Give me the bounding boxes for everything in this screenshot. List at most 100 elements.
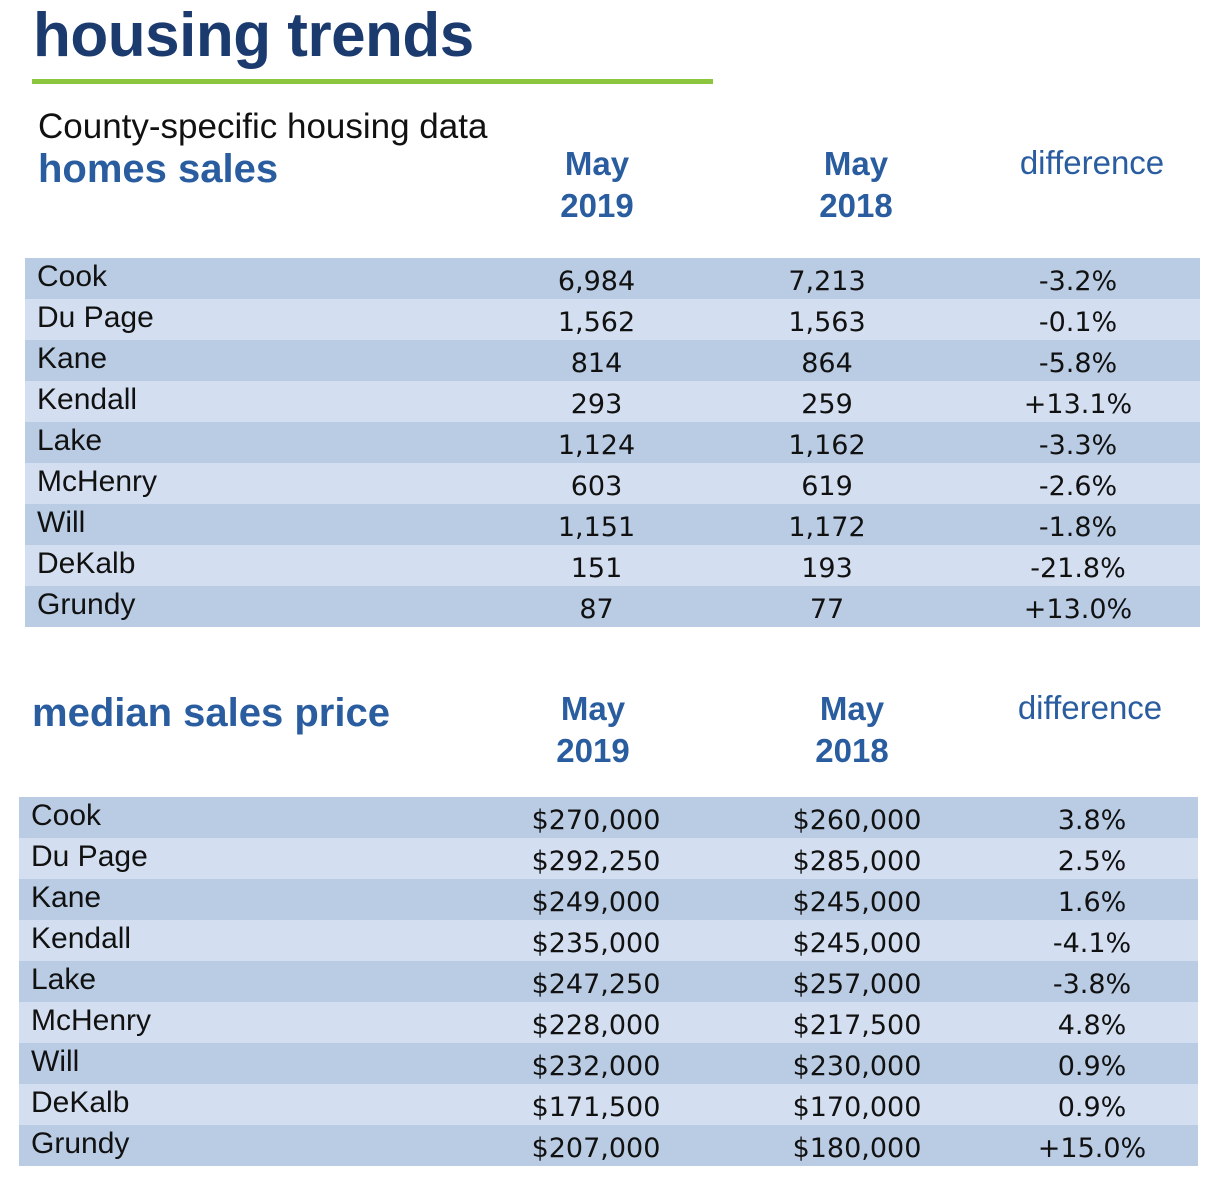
sales-table-row: Kendall 293 259 +13.1% <box>25 381 1200 422</box>
value-2018: 1,162 <box>698 422 956 463</box>
county-name: McHenry <box>25 463 495 504</box>
price-section-title: median sales price <box>32 691 390 735</box>
county-name: Kendall <box>25 381 495 422</box>
price-col-2018-year: 2018 <box>815 732 889 769</box>
value-2018: $245,000 <box>728 920 986 961</box>
difference-value: -0.1% <box>956 299 1200 340</box>
sales-section-title: homes sales <box>38 147 279 191</box>
median-price-table: Cook $270,000 $260,000 3.8% Du Page $292,250 $… <box>19 797 1198 1166</box>
sales-col-2018-year: 2018 <box>819 187 893 224</box>
price-col-2018-month: May <box>819 690 885 727</box>
value-2018: $260,000 <box>728 797 986 838</box>
value-2018: $170,000 <box>728 1084 986 1125</box>
county-name: Kendall <box>19 920 464 961</box>
price-col-2019-year: 2019 <box>556 732 630 769</box>
value-2019: 814 <box>495 340 698 381</box>
county-name: Grundy <box>19 1125 464 1166</box>
price-table-row: Du Page $292,250 $285,000 2.5% <box>19 838 1198 879</box>
page-title: housing trends <box>33 1 474 70</box>
county-name: Will <box>25 504 495 545</box>
county-name: Lake <box>25 422 495 463</box>
price-col-2019-month: May <box>560 690 626 727</box>
difference-value: 1.6% <box>986 879 1198 920</box>
difference-value: -4.1% <box>986 920 1198 961</box>
sales-col-2018-header: May 2018 <box>756 143 956 227</box>
difference-value: -5.8% <box>956 340 1200 381</box>
county-name: Cook <box>19 797 464 838</box>
difference-value: -3.8% <box>986 961 1198 1002</box>
value-2019: $292,250 <box>464 838 728 879</box>
value-2018: 77 <box>698 586 956 627</box>
difference-value: 3.8% <box>986 797 1198 838</box>
price-table-row: Lake $247,250 $257,000 -3.8% <box>19 961 1198 1002</box>
value-2019: $249,000 <box>464 879 728 920</box>
county-name: DeKalb <box>19 1084 464 1125</box>
value-2019: 1,151 <box>495 504 698 545</box>
value-2018: 864 <box>698 340 956 381</box>
value-2018: $180,000 <box>728 1125 986 1166</box>
county-name: Du Page <box>19 838 464 879</box>
value-2018: 1,563 <box>698 299 956 340</box>
value-2019: $207,000 <box>464 1125 728 1166</box>
price-table-row: Will $232,000 $230,000 0.9% <box>19 1043 1198 1084</box>
sales-table-row: Grundy 87 77 +13.0% <box>25 586 1200 627</box>
price-col-2018-header: May 2018 <box>752 688 952 772</box>
sales-table-row: Cook 6,984 7,213 -3.2% <box>25 258 1200 299</box>
value-2018: $230,000 <box>728 1043 986 1084</box>
difference-value: -3.3% <box>956 422 1200 463</box>
value-2018: 1,172 <box>698 504 956 545</box>
title-underline <box>32 79 713 84</box>
county-name: Kane <box>25 340 495 381</box>
price-table-row: Cook $270,000 $260,000 3.8% <box>19 797 1198 838</box>
county-name: Lake <box>19 961 464 1002</box>
value-2019: 6,984 <box>495 258 698 299</box>
sales-table-row: Du Page 1,562 1,563 -0.1% <box>25 299 1200 340</box>
county-name: McHenry <box>19 1002 464 1043</box>
value-2019: 1,562 <box>495 299 698 340</box>
county-name: DeKalb <box>25 545 495 586</box>
difference-value: 4.8% <box>986 1002 1198 1043</box>
county-name: Cook <box>25 258 495 299</box>
value-2019: 87 <box>495 586 698 627</box>
difference-value: +13.1% <box>956 381 1200 422</box>
sales-col-2019-year: 2019 <box>560 187 634 224</box>
sales-col-diff-header: difference <box>1019 144 1165 181</box>
sales-table-row: Kane 814 864 -5.8% <box>25 340 1200 381</box>
value-2019: 1,124 <box>495 422 698 463</box>
sales-col-2019-header: May 2019 <box>497 143 697 227</box>
difference-value: 2.5% <box>986 838 1198 879</box>
county-name: Grundy <box>25 586 495 627</box>
price-table-row: DeKalb $171,500 $170,000 0.9% <box>19 1084 1198 1125</box>
price-table-row: Grundy $207,000 $180,000 +15.0% <box>19 1125 1198 1166</box>
county-name: Du Page <box>25 299 495 340</box>
price-table-row: Kendall $235,000 $245,000 -4.1% <box>19 920 1198 961</box>
difference-value: +13.0% <box>956 586 1200 627</box>
value-2019: 151 <box>495 545 698 586</box>
difference-value: +15.0% <box>986 1125 1198 1166</box>
value-2019: 293 <box>495 381 698 422</box>
difference-value: 0.9% <box>986 1043 1198 1084</box>
value-2018: 193 <box>698 545 956 586</box>
value-2018: $217,500 <box>728 1002 986 1043</box>
value-2019: $270,000 <box>464 797 728 838</box>
difference-value: 0.9% <box>986 1084 1198 1125</box>
value-2018: $245,000 <box>728 879 986 920</box>
county-name: Kane <box>19 879 464 920</box>
difference-value: -1.8% <box>956 504 1200 545</box>
value-2019: $247,250 <box>464 961 728 1002</box>
price-col-diff-header: difference <box>1017 689 1163 726</box>
value-2018: 7,213 <box>698 258 956 299</box>
value-2019: $228,000 <box>464 1002 728 1043</box>
price-table-row: McHenry $228,000 $217,500 4.8% <box>19 1002 1198 1043</box>
value-2018: $285,000 <box>728 838 986 879</box>
sales-table-row: DeKalb 151 193 -21.8% <box>25 545 1200 586</box>
value-2019: $171,500 <box>464 1084 728 1125</box>
county-name: Will <box>19 1043 464 1084</box>
value-2018: 259 <box>698 381 956 422</box>
sales-col-2019-month: May <box>564 145 630 182</box>
value-2019: $232,000 <box>464 1043 728 1084</box>
price-table-row: Kane $249,000 $245,000 1.6% <box>19 879 1198 920</box>
difference-value: -3.2% <box>956 258 1200 299</box>
difference-value: -2.6% <box>956 463 1200 504</box>
value-2018: $257,000 <box>728 961 986 1002</box>
